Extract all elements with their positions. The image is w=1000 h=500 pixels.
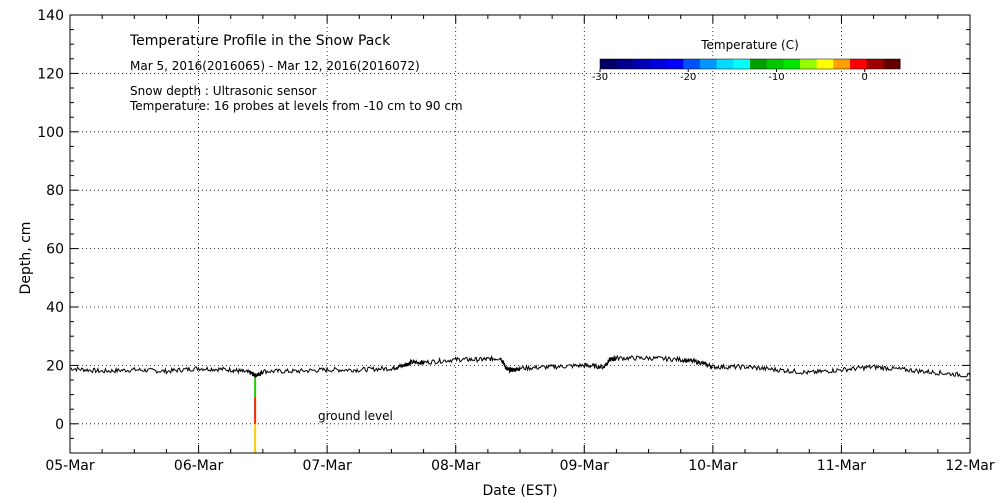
x-tick-label: 05-Mar (45, 458, 95, 474)
ground-level-annotation: ground level (318, 409, 393, 423)
y-tick-label: 120 (37, 66, 64, 82)
colorbar-tick-label: -10 (768, 72, 784, 83)
colorbar-swatch (766, 59, 784, 69)
y-tick-label: 0 (55, 417, 64, 433)
info-line-probes: Temperature: 16 probes at levels from -1… (129, 99, 463, 113)
y-tick-label: 140 (37, 8, 64, 24)
colorbar-swatch (750, 59, 768, 69)
colorbar-swatch (600, 59, 618, 69)
colorbar-swatch (666, 59, 684, 69)
x-tick-label: 10-Mar (688, 458, 738, 474)
colorbar-tick-label: 0 (862, 72, 868, 83)
colorbar-frame (599, 58, 901, 70)
colorbar-swatch (833, 59, 851, 69)
colorbar-tick-label: -20 (680, 72, 696, 83)
chart-subtitle: Mar 5, 2016(2016065) - Mar 12, 2016(2016… (130, 59, 420, 73)
x-tick-label: 09-Mar (560, 458, 610, 474)
x-axis-label: Date (EST) (482, 483, 557, 499)
colorbar-swatch (716, 59, 734, 69)
series-layer (69, 354, 971, 378)
colorbar-swatch (800, 59, 818, 69)
colorbar: -30 -20 -10 0 (592, 58, 901, 83)
x-axis-ticks: 05-Mar 06-Mar 07-Mar 08-Mar 09-Mar 10-Mar 11-M… (45, 15, 995, 474)
colorbar-swatch (616, 59, 634, 69)
colorbar-title: Temperature (C) (700, 38, 799, 52)
x-tick-label: 11-Mar (817, 458, 867, 474)
y-tick-label: 80 (46, 183, 64, 199)
colorbar-swatch (683, 59, 701, 69)
chart-title: Temperature Profile in the Snow Pack (129, 33, 391, 49)
y-axis-ticks: 0 20 40 60 80 100 120 140 (37, 8, 970, 454)
y-tick-label: 20 (46, 358, 64, 374)
x-tick-label: 12-Mar (945, 458, 995, 474)
y-axis-label: Depth, cm (18, 222, 34, 295)
colorbar-swatch (816, 59, 834, 69)
x-tick-label: 06-Mar (174, 458, 224, 474)
y-tick-label: 100 (37, 125, 64, 141)
info-line-sensor: Snow depth : Ultrasonic sensor (130, 84, 317, 98)
x-tick-label: 07-Mar (303, 458, 353, 474)
colorbar-swatch (633, 59, 651, 69)
x-tick-label: 08-Mar (431, 458, 481, 474)
colorbar-swatch (850, 59, 868, 69)
colorbar-swatch (866, 59, 884, 69)
colorbar-swatch (783, 59, 801, 69)
snow-depth-line (69, 354, 971, 378)
colorbar-tick-label: -30 (592, 72, 608, 83)
colorbar-swatch (650, 59, 668, 69)
colorbar-swatch (883, 59, 901, 69)
colorbar-swatch (733, 59, 751, 69)
colorbar-swatch (700, 59, 718, 69)
y-tick-label: 40 (46, 300, 64, 316)
y-tick-label: 60 (46, 242, 64, 258)
